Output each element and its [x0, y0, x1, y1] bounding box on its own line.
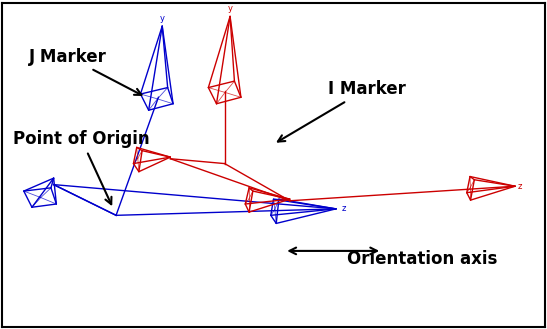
Text: I Marker: I Marker — [278, 80, 406, 141]
Text: z: z — [518, 182, 522, 191]
Text: y: y — [228, 4, 232, 13]
Text: Point of Origin: Point of Origin — [13, 130, 149, 204]
Text: Orientation axis: Orientation axis — [347, 250, 497, 268]
Text: y: y — [160, 14, 165, 23]
Text: z: z — [341, 204, 346, 214]
Text: J Marker: J Marker — [29, 48, 142, 95]
